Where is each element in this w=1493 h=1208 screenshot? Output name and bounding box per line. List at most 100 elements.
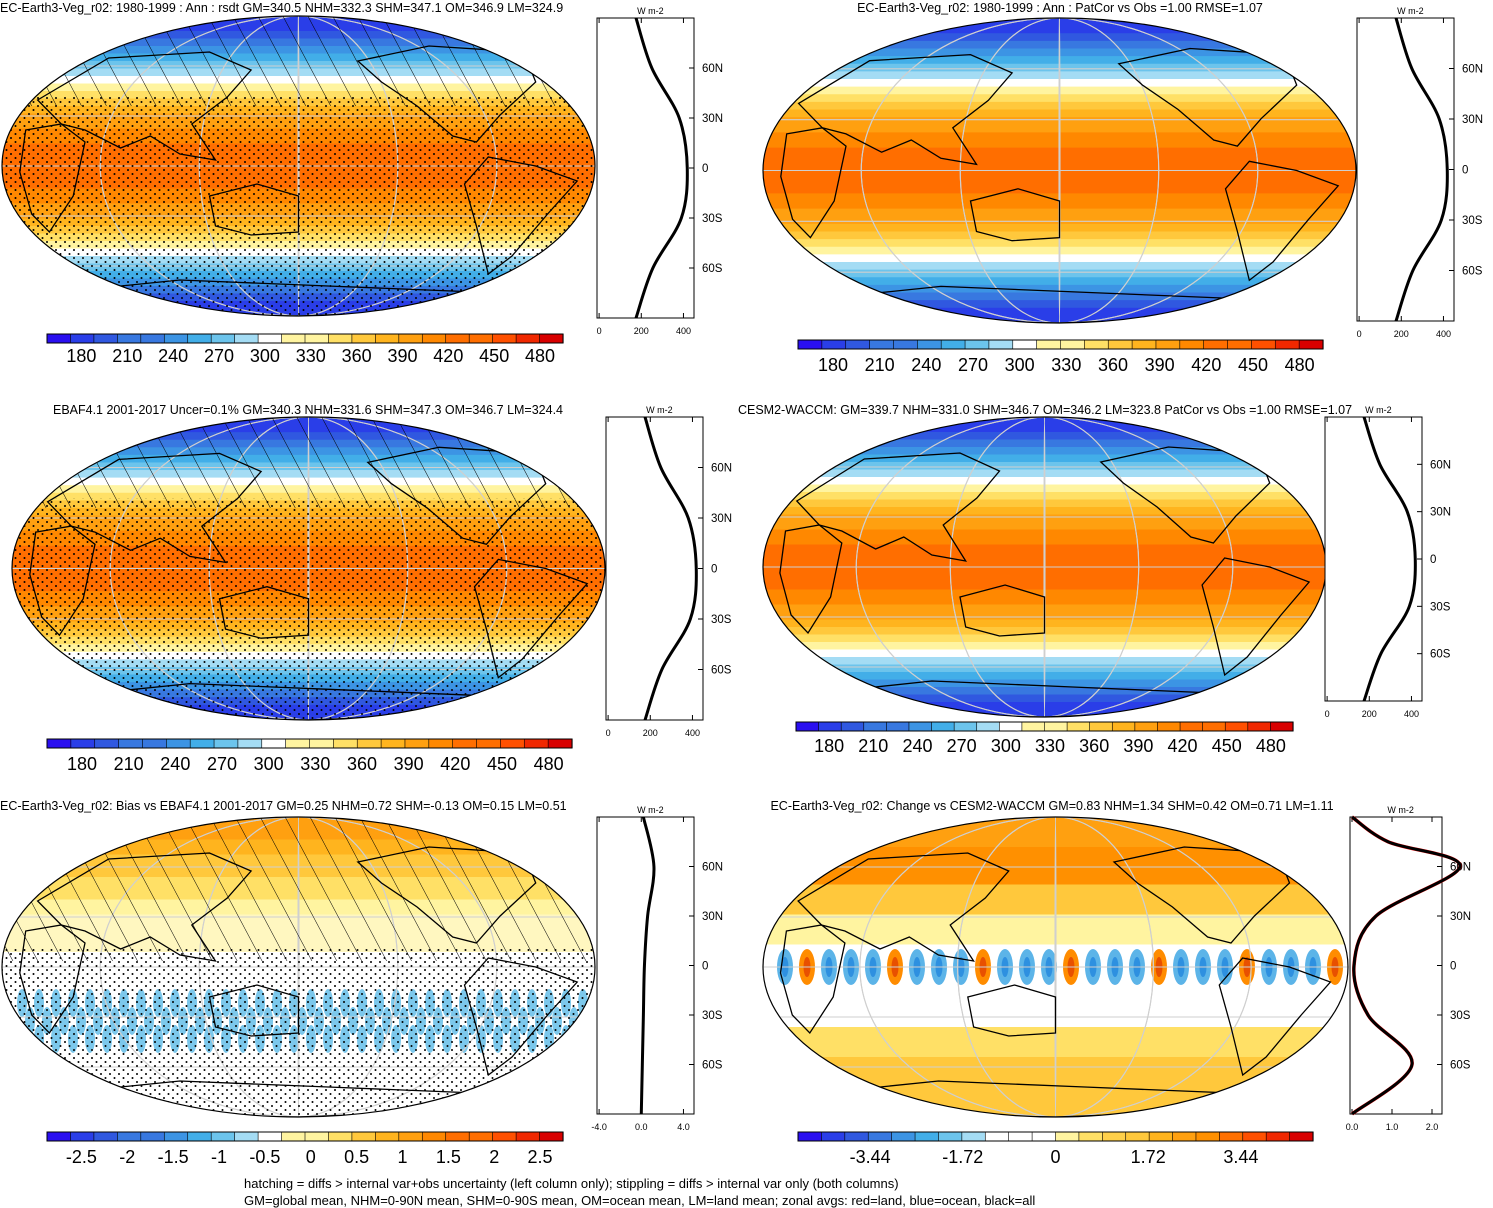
- colorbar-swatch: [953, 721, 978, 732]
- colorbar-swatch: [398, 1131, 423, 1142]
- colorbar-swatch: [1224, 721, 1249, 732]
- colorbar-label: 390: [1145, 355, 1175, 375]
- colorbar-swatch: [539, 1131, 564, 1142]
- coastline: [1112, 846, 1291, 944]
- colorbar-label: -1.5: [158, 1147, 189, 1167]
- grid-meridian: [1058, 18, 1061, 323]
- colorbar-swatch: [445, 333, 470, 344]
- colorbar-swatch: [821, 339, 847, 350]
- zonal-unit-label: W m-2: [646, 405, 673, 415]
- colorbar-swatch: [891, 1131, 916, 1142]
- colorbar-swatch: [1012, 339, 1038, 350]
- lat-tick-label: 0: [702, 961, 708, 973]
- colorbar-swatch: [1274, 339, 1300, 350]
- footer-line-2: GM=global mean, NHM=0-90N mean, SHM=0-90…: [244, 1193, 1036, 1208]
- coastline: [36, 51, 253, 161]
- colorbar-label: 270: [204, 346, 234, 366]
- zonal-unit-label: W m-2: [1397, 6, 1424, 16]
- lat-tick-label: 30S: [702, 1010, 723, 1022]
- lat-tick-label: 30N: [1450, 911, 1471, 923]
- colorbar-swatch: [452, 738, 478, 749]
- coastline: [366, 446, 547, 546]
- colorbar-swatch: [818, 721, 842, 732]
- lat-tick-label: 60S: [702, 263, 723, 275]
- coastline: [356, 45, 537, 143]
- colorbar-label: 2: [489, 1147, 499, 1167]
- colorbar-swatch: [845, 339, 871, 350]
- x-tick-label: 200: [634, 326, 649, 336]
- zonal-curve-all: [1351, 815, 1462, 1116]
- coastline: [36, 852, 253, 962]
- colorbar-swatch: [539, 333, 564, 344]
- colorbar-swatch: [70, 738, 96, 749]
- lat-tick-label: 60N: [1430, 459, 1451, 471]
- colorbar-label: 210: [112, 346, 142, 366]
- colorbar-label: 300: [250, 346, 280, 366]
- x-tick-label: 0: [1357, 329, 1362, 339]
- colorbar-swatch: [46, 1131, 72, 1142]
- colorbar-swatch: [117, 333, 142, 344]
- colorbar-swatch: [187, 1131, 212, 1142]
- colorbar-swatch: [840, 721, 865, 732]
- coastline: [463, 156, 579, 276]
- colorbar-label: -1: [211, 1147, 227, 1167]
- lat-tick-label: 0: [1430, 554, 1436, 566]
- colorbar-swatch: [421, 333, 447, 344]
- coastline: [19, 123, 86, 234]
- colorbar-swatch: [1125, 1131, 1150, 1142]
- colorbar-label: -0.5: [249, 1147, 280, 1167]
- colorbar-label: 0: [306, 1147, 316, 1167]
- colorbar-swatch: [328, 333, 353, 344]
- colorbar-label: 420: [440, 754, 470, 774]
- colorbar-label: 330: [296, 346, 326, 366]
- lat-tick-label: 60N: [1462, 64, 1483, 76]
- coastline: [473, 558, 589, 679]
- colorbar-swatch: [1179, 339, 1205, 350]
- lat-tick-label: 60S: [1430, 649, 1451, 661]
- zonal-curve-all: [1362, 416, 1417, 702]
- x-tick-label: 0: [597, 326, 602, 336]
- colorbar-swatch: [867, 1131, 893, 1142]
- colorbar-swatch: [1251, 339, 1276, 350]
- colorbar-swatch: [1270, 721, 1294, 732]
- zonal-frame: [596, 17, 695, 319]
- x-tick-label: 400: [676, 326, 691, 336]
- colorbar-swatch: [285, 738, 311, 749]
- colorbar-swatch: [261, 738, 287, 749]
- zonal-frame: [1349, 816, 1443, 1115]
- x-tick-label: -4.0: [591, 1122, 607, 1132]
- colorbar-label: 360: [347, 754, 377, 774]
- map-border: [762, 17, 1357, 324]
- coastline: [1117, 47, 1298, 147]
- lat-tick-label: 60N: [702, 63, 723, 75]
- lat-tick-label: 0: [1462, 165, 1468, 177]
- zonal-curve-all: [639, 816, 656, 1115]
- colorbar-swatch: [351, 333, 376, 344]
- colorbar-swatch: [118, 738, 144, 749]
- grid-meridian: [860, 18, 1259, 323]
- colorbar-swatch: [257, 1131, 283, 1142]
- colorbar-label: 480: [1285, 355, 1315, 375]
- colorbar-frame: [795, 721, 1294, 732]
- colorbar-swatch: [931, 721, 955, 732]
- hatching: [2, 817, 595, 961]
- colorbar-swatch: [999, 721, 1023, 732]
- coastline: [797, 852, 1010, 962]
- colorbar-label: -3.44: [850, 1147, 891, 1167]
- colorbar-label: 0.5: [344, 1147, 369, 1167]
- colorbar-label: 330: [1051, 355, 1081, 375]
- lat-tick-label: 30S: [1430, 601, 1451, 613]
- colorbar-swatch: [166, 738, 191, 749]
- colorbar-label: 1.72: [1131, 1147, 1166, 1167]
- colorbar-swatch: [1202, 721, 1226, 732]
- colorbar-frame: [46, 738, 573, 749]
- zonal-unit-label: W m-2: [1387, 805, 1414, 815]
- colorbar-label: 270: [958, 355, 988, 375]
- zonal-unit-label: W m-2: [637, 805, 664, 815]
- colorbar-label: 330: [300, 754, 330, 774]
- colorbar-label: 0: [1050, 1147, 1060, 1167]
- colorbar-swatch: [304, 1131, 330, 1142]
- x-tick-label: 0.0: [635, 1122, 648, 1132]
- map-border: [1, 816, 596, 1118]
- x-tick-label: 4.0: [677, 1122, 690, 1132]
